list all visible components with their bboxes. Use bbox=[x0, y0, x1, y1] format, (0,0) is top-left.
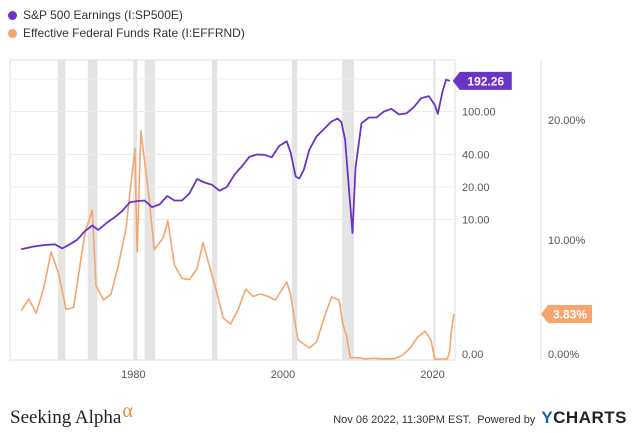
recession-band-2 bbox=[133, 60, 138, 360]
legend-swatch-sp500 bbox=[8, 10, 17, 20]
recession-band-0 bbox=[57, 60, 66, 360]
sp500-last-value-tag-shape bbox=[452, 71, 512, 90]
y-right-tick-label-0: 20.00% bbox=[548, 115, 586, 127]
recession-band-7 bbox=[433, 60, 436, 360]
plot-area bbox=[9, 59, 456, 361]
timestamp: Nov 06 2022, 11:30PM EST. bbox=[333, 414, 472, 426]
fed-funds-last-value-tag-shape bbox=[541, 305, 592, 324]
x-tick-label-0: 1980 bbox=[121, 369, 145, 381]
recession-band-4 bbox=[211, 60, 218, 360]
legend-swatch-fed-funds bbox=[8, 28, 17, 38]
series-line-sp500 bbox=[20, 78, 451, 251]
legend-item-sp500[interactable]: S&P 500 Earnings (I:SP500E) bbox=[8, 6, 245, 24]
ycharts-logo[interactable]: YCHARTS bbox=[541, 408, 627, 427]
y-right-tick-label-2: 0.00% bbox=[548, 349, 579, 361]
x-tick-label-2: 2020 bbox=[420, 369, 444, 381]
y-left-tick-label-3: 100.00 bbox=[462, 107, 496, 119]
legend-item-fed-funds[interactable]: Effective Federal Funds Rate (I:EFFRND) bbox=[8, 24, 245, 42]
legend-label-sp500: S&P 500 Earnings (I:SP500E) bbox=[23, 8, 183, 22]
y-left-tick-label-zero: 0.00 bbox=[462, 349, 483, 361]
legend: S&P 500 Earnings (I:SP500E) Effective Fe… bbox=[8, 6, 245, 42]
series-line-fed-funds bbox=[20, 130, 455, 361]
y-right-tick-label-1: 10.00% bbox=[548, 235, 586, 247]
seeking-alpha-logo[interactable]: Seeking Alphaα bbox=[10, 400, 133, 428]
legend-label-fed-funds: Effective Federal Funds Rate (I:EFFRND) bbox=[23, 26, 245, 40]
y-left-tick-label-1: 20.00 bbox=[462, 182, 490, 194]
y-left-tick-label-0: 10.00 bbox=[462, 215, 490, 227]
fed-funds-last-value-tag: 3.83% bbox=[541, 305, 592, 324]
y-left-tick-label-2: 40.00 bbox=[462, 149, 490, 161]
sp500-last-value-tag-text: 192.26 bbox=[467, 74, 504, 88]
x-tick-label-1: 2000 bbox=[271, 369, 295, 381]
sp500-last-value-tag: 192.26 bbox=[452, 71, 512, 90]
powered-by-label: Powered by bbox=[477, 414, 536, 426]
recession-band-6 bbox=[342, 60, 355, 360]
recession-band-5 bbox=[291, 60, 298, 360]
chart-footer: Nov 06 2022, 11:30PM EST. Powered by YCH… bbox=[333, 408, 627, 428]
fed-funds-last-value-tag-text: 3.83% bbox=[553, 308, 587, 322]
